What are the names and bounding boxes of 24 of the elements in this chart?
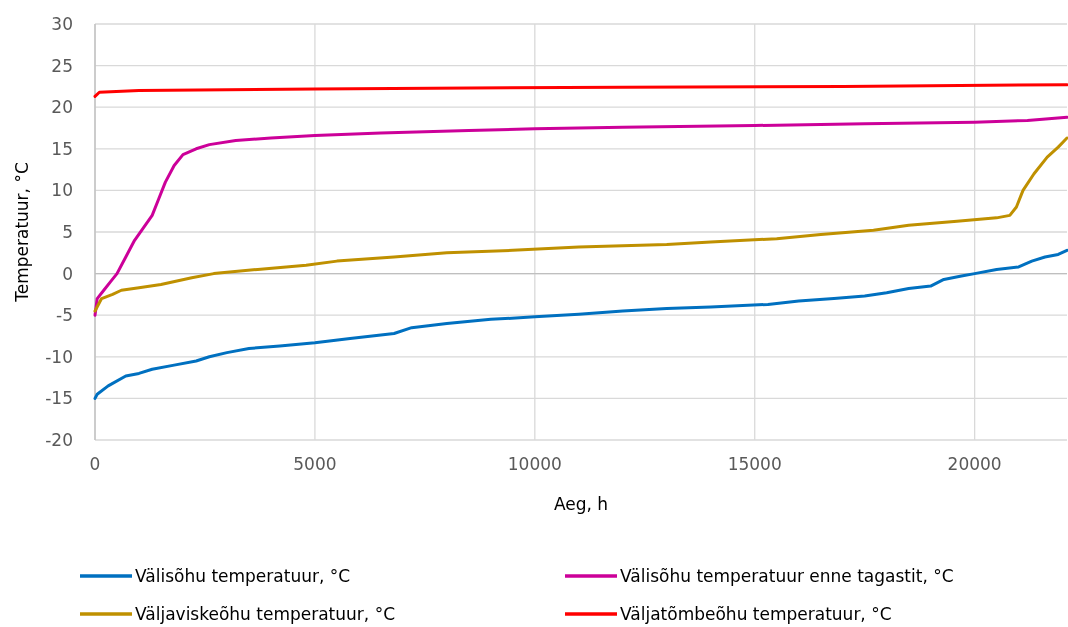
- y-tick-label: 20: [51, 97, 73, 118]
- line-series: [93, 248, 1068, 400]
- y-tick-label: -5: [56, 305, 73, 326]
- legend-label: Väljatõmbeõhu temperatuur, °C: [620, 603, 892, 624]
- y-tick-label: 30: [51, 13, 73, 34]
- legend-label: Välisõhu temperatuur, °C: [135, 565, 351, 586]
- legend-label: Välisõhu temperatuur enne tagastit, °C: [620, 565, 954, 586]
- y-tick-label: 15: [51, 138, 73, 159]
- y-tick-label: 25: [51, 55, 73, 76]
- y-tick-label: 5: [62, 221, 73, 242]
- x-tick-label: 5000: [293, 454, 337, 474]
- legend-label: Väljaviskeõhu temperatuur, °C: [135, 603, 396, 624]
- y-tick-label: -10: [45, 346, 73, 367]
- y-tick-label: 10: [51, 180, 73, 201]
- x-tick-label: 20000: [947, 454, 1002, 474]
- y-tick-label: -15: [45, 388, 73, 409]
- x-tick-label: 0: [89, 454, 101, 474]
- x-axis-title: Aeg, h: [553, 494, 609, 514]
- y-axis-title: Temperatuur, °C: [12, 162, 32, 303]
- y-tick-label: -20: [45, 429, 73, 450]
- x-tick-label: 10000: [507, 454, 562, 474]
- line-series: [93, 83, 1068, 98]
- x-tick-label: 15000: [727, 454, 782, 474]
- y-tick-label: 0: [62, 263, 73, 284]
